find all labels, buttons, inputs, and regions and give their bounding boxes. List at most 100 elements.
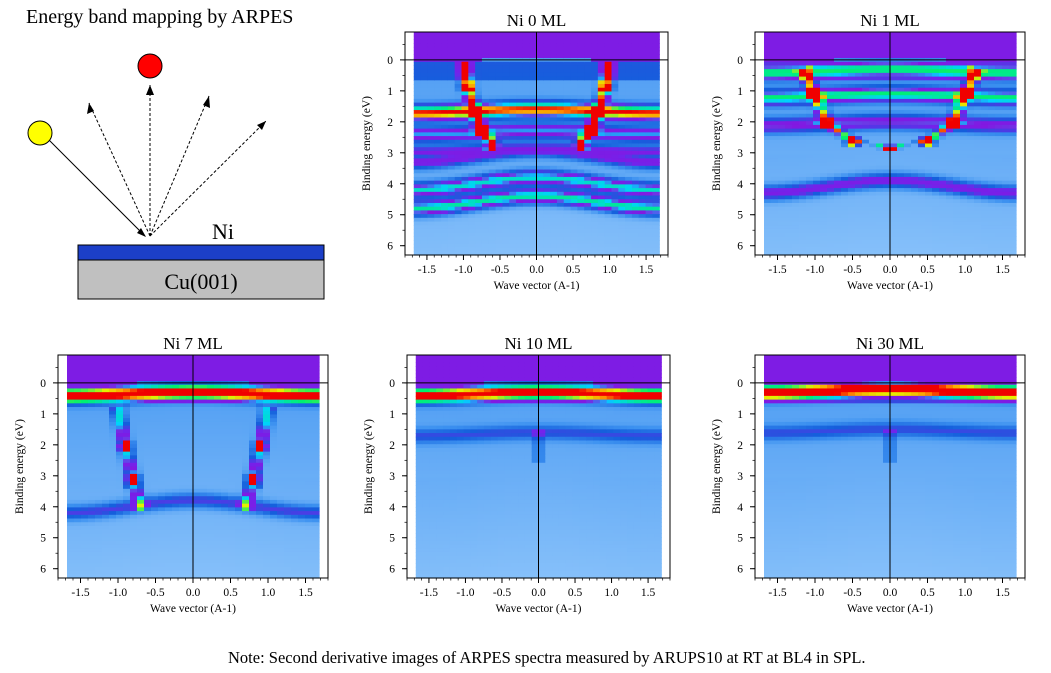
heatmap-cell [855,39,863,44]
heatmap-cell [420,95,429,100]
heatmap-cell [516,50,524,55]
heatmap-cell [862,154,870,159]
heatmap-cell [461,251,469,256]
heatmap-cell [563,236,572,241]
heatmap-cell [988,240,996,245]
heatmap-cell [631,50,640,55]
heatmap-cell [806,87,814,93]
heatmap-cell [834,206,842,211]
heatmap-cell [481,158,490,163]
heatmap-cell [611,32,619,37]
heatmap-cell [792,91,800,96]
heatmap-cell [611,61,619,67]
heatmap-cell [645,251,654,256]
heatmap-cell [454,188,463,193]
heatmap-cell [468,32,476,37]
heatmap-cell [550,217,558,223]
heatmap-cell [1009,54,1017,59]
heatmap-cell [570,206,579,211]
heatmap-cell [116,551,124,557]
heatmap-cell [488,251,497,256]
heatmap-cell [834,184,842,189]
heatmap-cell [74,366,82,371]
heatmap-cell [820,158,828,163]
heatmap-cell [778,180,786,185]
heatmap-cell [109,421,117,427]
heatmap-cell [967,169,975,174]
heatmap-cell [454,202,463,208]
heatmap-cell [420,110,429,115]
heatmap-cell [764,191,772,197]
heatmap-cell [1009,191,1017,197]
heatmap-cell [778,232,786,238]
heatmap-cell [481,128,490,133]
heatmap-cell [563,217,572,223]
heatmap-cell [625,80,633,85]
heatmap-cell [597,54,606,59]
heatmap-cell [95,496,103,501]
heatmap-cell [88,355,96,360]
heatmap-cell [799,132,807,137]
heatmap-cell [570,91,579,96]
heatmap-cell [1009,243,1017,249]
heatmap-cell [625,72,633,78]
heatmap-cell [522,39,531,44]
heatmap-cell [1002,106,1010,111]
heatmap-cell [495,72,504,78]
heatmap-cell [413,206,422,211]
heatmap-cell [890,232,898,238]
heatmap-cell [904,117,912,122]
heatmap-cell [509,147,517,152]
heatmap-cell [792,132,800,137]
heatmap-cell [890,225,898,230]
heatmap-cell [820,46,828,52]
heatmap-cell [618,225,626,230]
heatmap-cell [631,162,640,167]
heatmap-cell [967,117,975,122]
heatmap-cell [799,158,807,163]
heatmap-cell [74,473,82,479]
heatmap-cell [918,113,926,119]
heatmap-cell [604,113,613,119]
heatmap-cell [67,548,75,553]
heatmap-cell [946,98,954,104]
heatmap-cell [932,76,940,81]
heatmap-cell [764,43,772,48]
heatmap-cell [960,39,968,44]
heatmap-cell [468,128,476,133]
heatmap-cell [502,180,510,185]
heatmap-cell [543,199,551,204]
heatmap-cell [946,110,954,115]
heatmap-cell [536,46,544,52]
heatmap-cell [918,247,926,252]
heatmap-cell [441,210,449,215]
heatmap-cell [638,113,647,119]
heatmap-cell [771,165,779,171]
heatmap-cell [820,173,828,178]
heatmap-cell [475,240,483,245]
heatmap-cell [981,165,989,171]
heatmap-cell [995,195,1003,200]
heatmap-cell [813,84,821,89]
heatmap-cell [960,87,968,93]
heatmap-cell [597,147,606,152]
heatmap-cell [604,173,613,178]
heatmap-cell [591,113,599,119]
heatmap-cell [785,136,793,141]
heatmap-cell [862,139,870,145]
heatmap-cell [413,195,422,200]
heatmap-cell [413,150,422,156]
heatmap-cell [799,117,807,122]
heatmap-cell [799,139,807,145]
heatmap-cell [618,150,626,156]
heatmap-cell [604,210,613,215]
heatmap-cell [1009,132,1017,137]
heatmap-cell [427,136,435,141]
heatmap-cell [441,139,449,145]
heatmap-cell [638,180,647,185]
heatmap-cell [862,165,870,171]
heatmap-cell [792,54,800,59]
heatmap-cell [631,195,640,200]
heatmap-cell [1002,202,1010,208]
heatmap-cell [563,240,572,245]
